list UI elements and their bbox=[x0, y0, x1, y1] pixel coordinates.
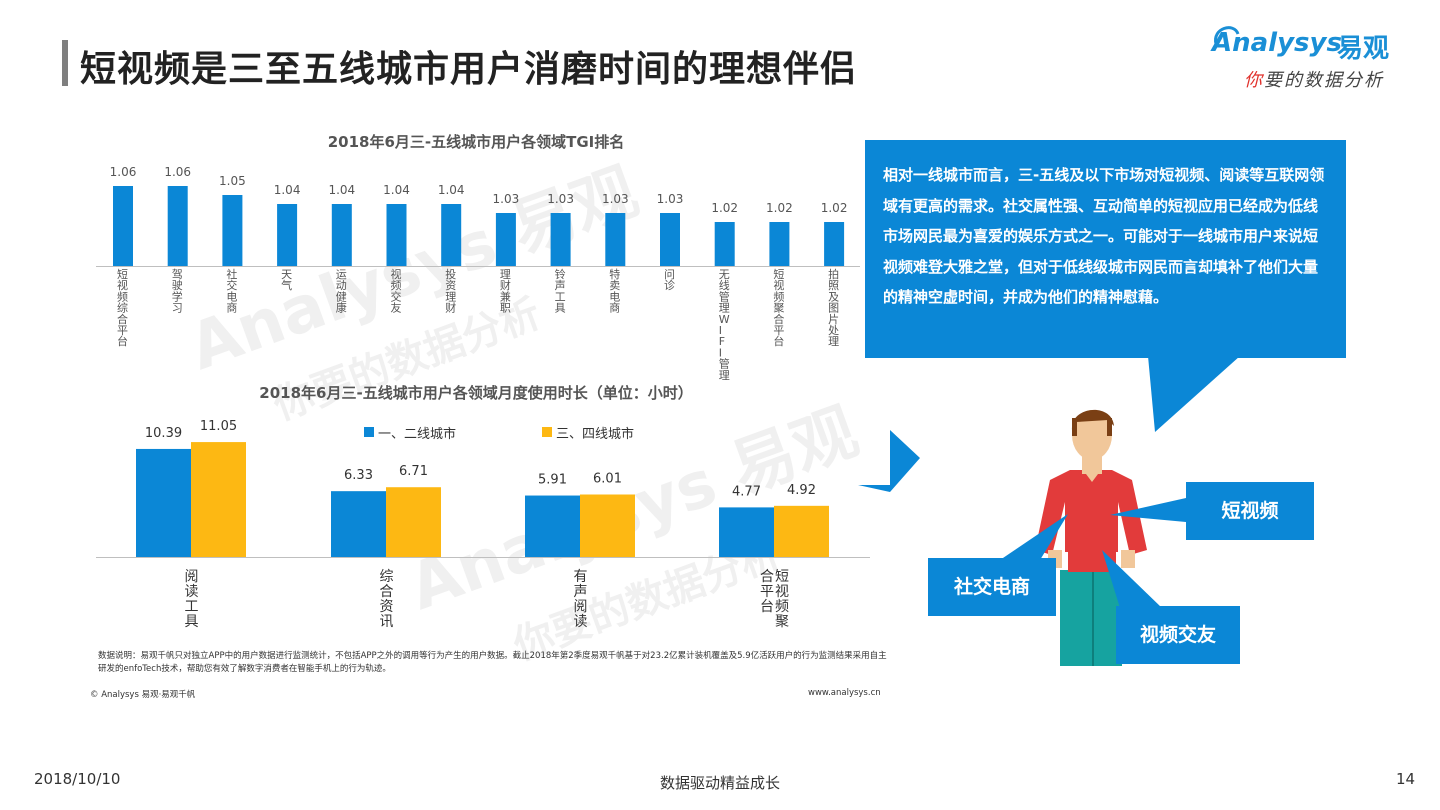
usage-value-label: 6.01 bbox=[593, 471, 622, 486]
usage-bar bbox=[580, 494, 635, 557]
label-social-commerce: 社交电商 bbox=[928, 558, 1056, 616]
usage-bar bbox=[525, 495, 580, 557]
usage-chart-title: 2018年6月三-五线城市用户各领域月度使用时长（单位：小时） bbox=[259, 384, 693, 402]
logo-tagline-lead: 你 bbox=[1244, 70, 1264, 91]
tgi-bar bbox=[167, 186, 188, 266]
logo-tagline: 你要的数据分析 bbox=[1244, 66, 1384, 92]
tgi-bar bbox=[113, 186, 133, 266]
usage-bar bbox=[331, 491, 386, 557]
tgi-category-label: 理财兼职 bbox=[500, 268, 511, 315]
tgi-category-label: 特卖电商 bbox=[609, 267, 620, 315]
usage-category-label: 综合资讯 bbox=[380, 569, 394, 630]
tgi-value-label: 1.02 bbox=[766, 201, 793, 215]
tgi-value-label: 1.03 bbox=[493, 192, 520, 206]
tgi-value-label: 1.03 bbox=[547, 192, 574, 206]
analysys-logo-icon bbox=[1214, 26, 1240, 45]
pointer-short-video bbox=[1110, 498, 1186, 522]
legend-label-tier34: 三、四线城市 bbox=[556, 427, 635, 442]
usage-category-label: 合平台 bbox=[760, 569, 774, 615]
logo-wordmark: Analysys bbox=[1212, 28, 1342, 58]
footer-slogan: 数据驱动精益成长 bbox=[659, 774, 780, 792]
tgi-category-label: 投资理财 bbox=[445, 267, 456, 315]
usage-category-label: 有声阅读 bbox=[574, 569, 588, 630]
tgi-chart-title: 2018年6月三-五线城市用户各领域TGI排名 bbox=[327, 133, 625, 151]
tgi-category-label: 铃声工具 bbox=[555, 267, 566, 315]
tgi-value-label: 1.03 bbox=[657, 192, 684, 206]
tgi-bar bbox=[277, 204, 298, 266]
title-accent-bar bbox=[62, 40, 68, 86]
usage-value-label: 10.39 bbox=[145, 426, 182, 441]
usage-value-label: 6.71 bbox=[399, 464, 428, 479]
usage-value-label: 11.05 bbox=[200, 419, 237, 434]
tgi-category-label: 短视频聚合平台 bbox=[773, 267, 784, 348]
tgi-category-label: 天气 bbox=[281, 268, 292, 292]
usage-value-label: 6.33 bbox=[344, 468, 373, 483]
usage-value-label: 4.92 bbox=[787, 483, 816, 498]
callout-text: 相对一线城市而言，三-五线及以下市场对短视频、阅读等互联网领域有更高的需求。社交… bbox=[883, 166, 1325, 306]
tgi-bar bbox=[331, 204, 352, 266]
tgi-category-label: 拍照及图片处理 bbox=[828, 267, 839, 348]
tgi-bar bbox=[222, 195, 243, 266]
tgi-value-label: 1.04 bbox=[274, 183, 301, 197]
tgi-value-label: 1.02 bbox=[711, 201, 738, 215]
logo-tagline-rest: 要的数据分析 bbox=[1264, 70, 1384, 91]
pointer-social bbox=[1000, 514, 1068, 560]
data-note: 数据说明：易观千帆只对独立APP中的用户数据进行监测统计，不包括APP之外的调用… bbox=[98, 651, 887, 674]
callout-tail bbox=[1148, 356, 1240, 432]
tgi-value-label: 1.04 bbox=[383, 183, 410, 197]
tgi-category-label: 运动健康 bbox=[336, 268, 347, 315]
tgi-bar bbox=[441, 204, 462, 266]
label-video-dating: 视频交友 bbox=[1116, 606, 1240, 664]
pointer-dating bbox=[1102, 550, 1162, 608]
logo-brand-cn: 易观 bbox=[1337, 34, 1390, 64]
usage-value-label: 4.77 bbox=[732, 484, 761, 499]
tgi-value-label: 1.06 bbox=[164, 165, 191, 179]
tgi-bar bbox=[386, 204, 407, 266]
footer-date: 2018/10/10 bbox=[34, 770, 121, 788]
usage-category-label: 阅读工具 bbox=[185, 569, 199, 630]
tgi-bar bbox=[660, 213, 680, 266]
tgi-category-label: 无线管理 W I F I 管理 bbox=[719, 268, 730, 380]
tgi-category-label: 短视频综合平台 bbox=[117, 267, 128, 348]
tgi-category-label: 问诊 bbox=[664, 268, 675, 292]
tgi-bar bbox=[824, 222, 845, 266]
usage-value-label: 5.91 bbox=[538, 473, 567, 488]
usage-category-label: 短视频聚 bbox=[775, 569, 789, 630]
tgi-bar bbox=[769, 222, 790, 266]
usage-bar-chart: 10.39 11.05 阅读工具 6.33 6.71 综合资讯 5.91 6.01 有声阅读 4.… bbox=[96, 419, 870, 630]
tgi-value-label: 1.04 bbox=[438, 183, 465, 197]
copyright: © Analysys 易观·易观千帆 bbox=[90, 690, 196, 700]
tgi-value-label: 1.04 bbox=[328, 183, 355, 197]
tgi-value-label: 1.05 bbox=[219, 174, 246, 188]
legend-swatch-tier34 bbox=[542, 427, 552, 437]
tgi-value-label: 1.03 bbox=[602, 192, 629, 206]
usage-bar bbox=[774, 505, 829, 557]
usage-bar bbox=[191, 442, 246, 557]
usage-bar bbox=[719, 507, 774, 557]
tgi-bar bbox=[550, 213, 571, 266]
tgi-category-label: 视频交友 bbox=[391, 267, 402, 315]
callout-box bbox=[865, 140, 1346, 358]
tgi-bar bbox=[605, 213, 626, 266]
tgi-bar bbox=[714, 222, 735, 266]
tgi-category-label: 社交电商 bbox=[226, 267, 237, 315]
legend-swatch-tier12 bbox=[364, 427, 374, 437]
tgi-value-label: 1.02 bbox=[821, 201, 848, 215]
website-link[interactable]: www.analysys.cn bbox=[808, 688, 881, 698]
tgi-category-label: 驾驶学习 bbox=[172, 268, 183, 315]
page-number: 14 bbox=[1396, 770, 1416, 788]
usage-bar bbox=[386, 487, 441, 557]
tgi-value-label: 1.06 bbox=[110, 165, 137, 179]
legend-label-tier12: 一、二线城市 bbox=[378, 427, 457, 442]
tgi-bar-chart: 1.06 短视频综合平台 1.06 驾驶学习 1.05 社交电商 1.04 天气 1.04 运动健… bbox=[96, 165, 860, 380]
arrow-icon bbox=[858, 428, 920, 492]
label-short-video: 短视频 bbox=[1186, 482, 1314, 540]
tgi-bar bbox=[495, 213, 516, 266]
usage-bar bbox=[136, 448, 191, 557]
page-title: 短视频是三至五线城市用户消磨时间的理想伴侣 bbox=[80, 49, 858, 90]
right-illustration bbox=[858, 140, 1346, 666]
